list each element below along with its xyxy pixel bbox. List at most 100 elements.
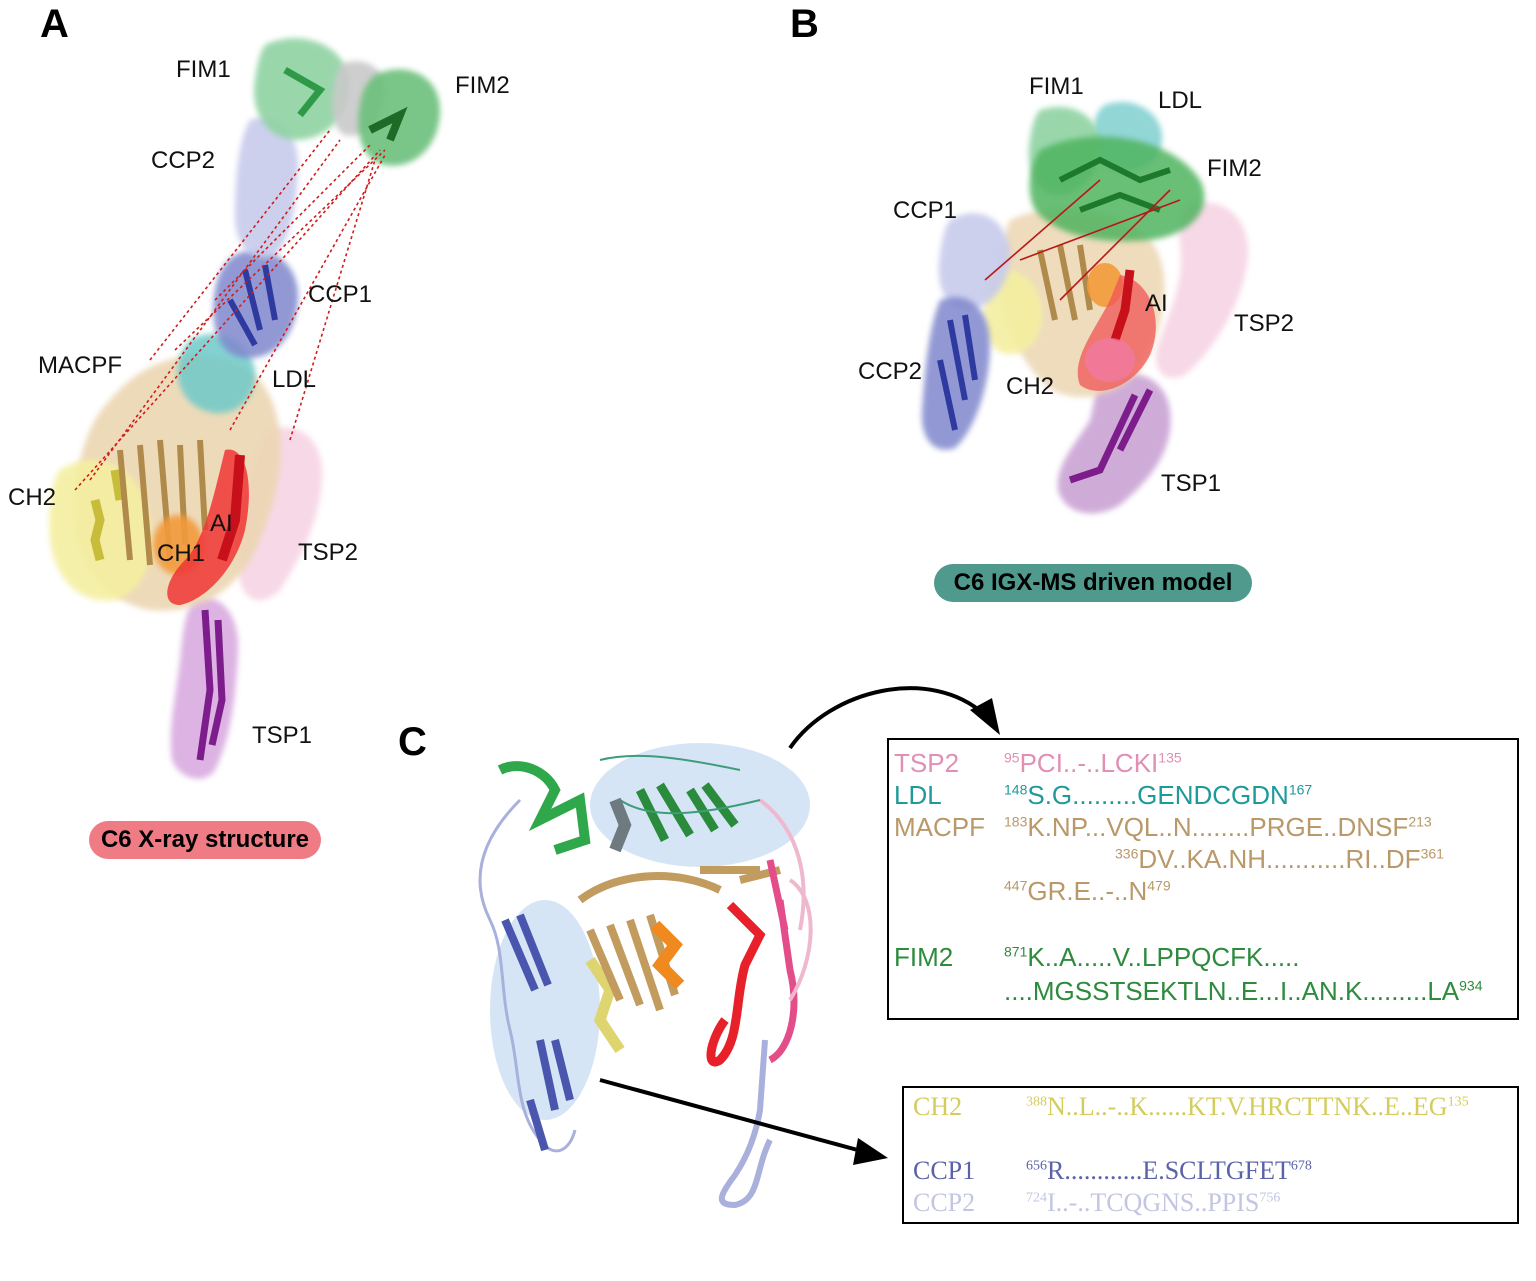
c-arrow-lower: [599, 1078, 866, 1154]
domain-name: CH2: [913, 1092, 963, 1121]
a-ch2-helices: [90, 469, 125, 562]
b-ai-helix: [1110, 269, 1135, 342]
residue-start: 183: [1004, 813, 1028, 830]
b-label-ai: AI: [1145, 290, 1168, 317]
sequence-segment: 183K.NP...VQL..N........PRGE..DNSF213: [1004, 812, 1432, 843]
sequence-segment: 336DV..KA.NH...........RI..DF361: [1115, 844, 1444, 875]
domain-name: CCP2: [913, 1188, 976, 1217]
b-ccp2-ribbon: [937, 314, 978, 431]
b-pink-domain: [1085, 338, 1135, 382]
c-tsp2-ribbon: [766, 859, 798, 1064]
c-ccp1-ribbon: [501, 913, 574, 1152]
a-tsp1-ribbon: [196, 609, 226, 761]
b-label-ccp1: CCP1: [893, 197, 958, 224]
c-tsp2-loops: [758, 798, 813, 1002]
a-macpf-sheet: [117, 439, 208, 566]
sequence-segment: 871K..A.....V..LPPQCFK.....: [1004, 942, 1300, 973]
c-ai-ribbon: [706, 901, 766, 1067]
residue-end: 167: [1288, 781, 1313, 798]
b-ccp1-domain: [938, 213, 1011, 310]
panel-b-structure: [921, 101, 1249, 514]
b-tsp1-ribbon: [1068, 388, 1154, 484]
b-label-tsp1: TSP1: [1161, 470, 1222, 497]
b-caption: C6 IGX-MS driven model: [934, 564, 1252, 602]
sequence-text: S.G.........GENDCGDN: [1027, 780, 1289, 810]
residue-start: 871: [1004, 943, 1028, 960]
sequence-text: DV..KA.NH...........RI..DF: [1138, 844, 1421, 874]
sequence-text: GR.E..-..N: [1027, 876, 1148, 906]
c-arrow-upper: [788, 686, 987, 750]
c-upper-sequence-box: TSP2 95PCI..-..LCKI135 LDL 148S.G.........G…: [887, 738, 1519, 1020]
a-fim2-ribbon: [368, 106, 408, 142]
a-fim1-ribbon: [283, 66, 326, 118]
residue-start: 656: [1026, 1158, 1047, 1174]
residue-start: 447: [1004, 877, 1028, 894]
c-lower-chain: [718, 1039, 773, 1209]
domain-name: FIM2: [894, 942, 954, 972]
residue-end: 213: [1408, 813, 1432, 830]
residue-start: 336: [1115, 845, 1139, 862]
sequence-segment: 724I..-..TCQGNS..PPIS756: [1026, 1188, 1280, 1218]
a-caption: C6 X-ray structure: [89, 821, 321, 859]
sequence-text: K.NP...VQL..N........PRGE..DNSF: [1027, 812, 1409, 842]
a-label-macpf: MACPF: [38, 352, 122, 379]
a-label-ccp2: CCP2: [151, 147, 216, 174]
a-label-tsp1: TSP1: [252, 722, 313, 749]
b-label-fim1: FIM1: [1029, 73, 1084, 100]
sequence-segment: 148S.G.........GENDCGDN167: [1004, 780, 1312, 811]
a-label-ch2: CH2: [8, 484, 57, 511]
sequence-text: R............E.SCLTGFET: [1047, 1156, 1291, 1185]
domain-name: CCP1: [913, 1156, 976, 1185]
residue-end: 479: [1147, 877, 1171, 894]
a-label-fim1: FIM1: [176, 56, 231, 83]
c-ch2-helix: [585, 956, 625, 1054]
b-fim2-domain: [1029, 136, 1205, 242]
a-label-tsp2: TSP2: [298, 539, 359, 566]
a-crosslinks: [74, 129, 386, 491]
panel-a-structure: [49, 38, 440, 779]
sequence-segment: 388N..L..-..K......KT.V.HRCTTNK..E..EG13…: [1026, 1092, 1469, 1122]
sequence-text: I..-..TCQGNS..PPIS: [1047, 1188, 1260, 1217]
domain-name: MACPF: [894, 812, 985, 842]
c-arrow-lower-head: [853, 1138, 888, 1165]
b-label-ch2: CH2: [1006, 373, 1055, 400]
c-fim2-sidechains: [599, 754, 761, 815]
sequence-text: PCI..-..LCKI: [1019, 748, 1159, 778]
a-ccp2-domain: [235, 117, 299, 259]
b-label-fim2: FIM2: [1207, 155, 1262, 182]
a-fim1-domain: [254, 38, 350, 140]
a-ccp1-ribbon: [227, 264, 278, 347]
a-ai-helix: [217, 454, 245, 562]
sequence-segment: 95PCI..-..LCKI135: [1004, 748, 1182, 779]
c-linker-helix: [609, 797, 632, 853]
sequence-text: K..A.....V..LPPQCFK.....: [1027, 942, 1300, 972]
a-label-ch1: CH1: [157, 540, 206, 567]
c-fim2-ribbon: [635, 782, 739, 843]
residue-start: 724: [1026, 1190, 1047, 1206]
panel-a-letter: A: [40, 2, 69, 46]
b-tsp2-domain: [1155, 202, 1249, 379]
residue-end: 756: [1259, 1190, 1281, 1206]
b-fim-ribbon: [1058, 156, 1171, 213]
domain-name: TSP2: [894, 748, 960, 778]
sequence-segment: 656R............E.SCLTGFET678: [1026, 1156, 1312, 1186]
sequence-text: N..L..-..K......KT.V.HRCTTNK..E..EG: [1047, 1092, 1448, 1121]
c-arrow-upper-head: [970, 698, 1000, 735]
sequence-text: ....MGSSTSEKTLN..E...I..AN.K.........LA: [1004, 976, 1460, 1006]
b-crosslinks: [984, 179, 1181, 301]
domain-name: LDL: [894, 780, 942, 810]
residue-start: 388: [1026, 1094, 1047, 1110]
a-label-ldl: LDL: [272, 366, 317, 393]
a-label-fim2: FIM2: [455, 72, 510, 99]
residue-end: 135: [1158, 749, 1182, 766]
sequence-segment: 447GR.E..-..N479: [1004, 876, 1171, 907]
residue-end: 361: [1420, 845, 1444, 862]
b-macpf-sheet: [1037, 244, 1093, 321]
residue-end: 135: [1447, 1094, 1469, 1110]
c-lower-sequence-box: CH2 388N..L..-..K......KT.V.HRCTTNK..E..E…: [902, 1086, 1519, 1224]
residue-start: 95: [1004, 749, 1020, 766]
b-label-ccp2: CCP2: [858, 358, 923, 385]
sequence-segment: ....MGSSTSEKTLN..E...I..AN.K.........LA9…: [1004, 976, 1482, 1007]
b-label-tsp2: TSP2: [1234, 310, 1295, 337]
